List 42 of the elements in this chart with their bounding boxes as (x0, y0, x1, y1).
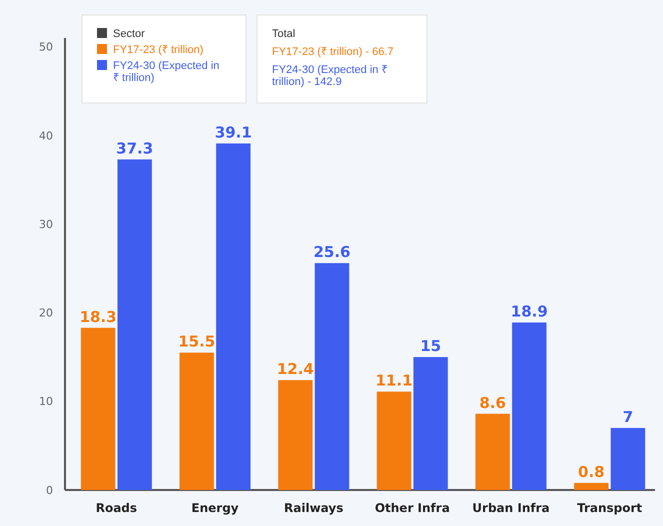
x-tick-label: Energy (191, 501, 239, 515)
y-tick-label: 0 (46, 484, 53, 497)
data-label: 18.3 (80, 308, 117, 326)
x-tick-label: Transport (577, 501, 642, 515)
data-label: 18.9 (510, 302, 548, 320)
bar (610, 428, 646, 490)
data-label: 37.3 (116, 139, 154, 158)
y-tick-label: 50 (39, 40, 53, 54)
bar (574, 482, 609, 490)
data-label: 15 (420, 337, 442, 356)
y-tick-label: 10 (39, 395, 53, 408)
x-tick-label: Other Infra (374, 501, 450, 515)
data-label: 0.8 (578, 462, 605, 481)
y-tick-label: 20 (39, 306, 53, 320)
data-label: 25.6 (313, 243, 350, 262)
bar (180, 352, 214, 490)
annotation: Total (272, 28, 296, 40)
legend-label: FY17-23 (₹ trillion) (113, 44, 204, 56)
data-label: 7 (622, 408, 634, 426)
annotation: FY17-23 (₹ trillion) - 66.7 (272, 46, 394, 58)
data-label: 11.1 (376, 372, 413, 390)
data-label: 15.5 (178, 332, 216, 351)
bar (376, 392, 412, 490)
y-tick-label: 40 (39, 129, 53, 142)
data-label: 12.4 (276, 360, 314, 378)
bar (278, 380, 313, 490)
bar (117, 159, 152, 490)
legend-title: Sector (113, 28, 146, 40)
x-tick-label: Urban Infra (472, 501, 550, 515)
bar (413, 357, 448, 490)
y-tick-label: 30 (39, 218, 53, 231)
annotation: FY24-30 (Expected in ₹ trillion) - 142.9 (272, 64, 388, 88)
data-label: 39.1 (214, 123, 252, 142)
bar (475, 414, 510, 490)
x-tick-label: Roads (96, 501, 138, 515)
data-label: 8.6 (479, 394, 506, 412)
bar (512, 322, 546, 490)
x-tick-label: Railways (284, 501, 344, 515)
bar (314, 263, 350, 490)
bar (216, 143, 251, 490)
legend-label: FY24-30 (Expected in ₹ trillion) (113, 60, 220, 84)
bar (80, 328, 116, 490)
